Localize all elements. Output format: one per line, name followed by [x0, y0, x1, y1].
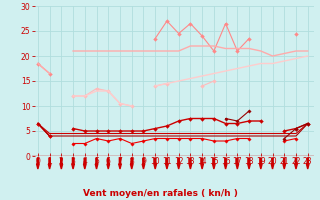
Text: Vent moyen/en rafales ( kn/h ): Vent moyen/en rafales ( kn/h )	[83, 189, 237, 198]
